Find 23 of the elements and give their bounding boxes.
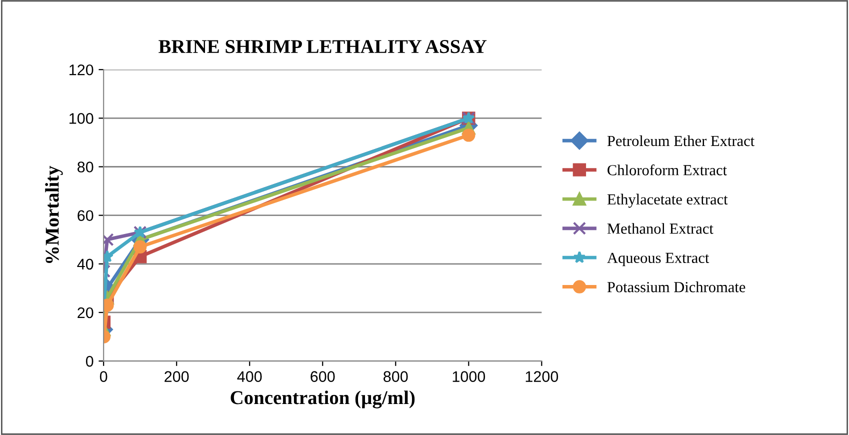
chart-title: BRINE SHRIMP LETHALITY ASSAY bbox=[158, 40, 487, 54]
legend-label: Methanol Extract bbox=[607, 223, 714, 234]
x-tick-label: 1000 bbox=[452, 371, 486, 382]
y-axis-title: %Mortality bbox=[45, 166, 63, 264]
x-tick-label: 400 bbox=[237, 371, 262, 382]
legend-label: Aqueous Extract bbox=[607, 252, 710, 266]
y-tick-label: 120 bbox=[70, 64, 94, 76]
x-axis-title: Concentration (µg/ml) bbox=[230, 390, 415, 408]
x-tick-label: 200 bbox=[164, 371, 189, 382]
legend-label: Ethylacetate extract bbox=[607, 194, 728, 208]
y-tick-label: 80 bbox=[78, 162, 94, 172]
y-tick-label: 0 bbox=[86, 356, 94, 367]
y-tick-label: 60 bbox=[78, 210, 94, 222]
x-tick-label: 0 bbox=[100, 371, 108, 382]
y-tick-label: 40 bbox=[77, 258, 94, 270]
x-tick-label: 1200 bbox=[526, 371, 558, 382]
x-tick-label: 800 bbox=[384, 371, 408, 382]
legend-label: Chloroform Extract bbox=[608, 164, 727, 176]
x-tick-label: 600 bbox=[310, 371, 335, 382]
legend-label: Potassium Dichromate bbox=[607, 282, 746, 292]
y-tick-label: 100 bbox=[70, 113, 94, 124]
y-tick-label: 20 bbox=[78, 307, 94, 318]
legend-label: Petroleum Ether Extract bbox=[607, 135, 754, 146]
